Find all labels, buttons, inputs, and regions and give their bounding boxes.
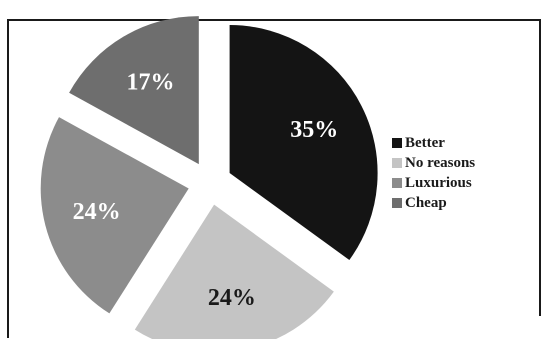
pie-slice-no-reasons (134, 204, 334, 339)
legend: Better No reasons Luxurious Cheap (392, 135, 475, 211)
pie-slices (40, 16, 378, 339)
chart-frame (7, 19, 541, 338)
pie-slice-better (229, 25, 378, 261)
slice-value-label-better: 35% (290, 117, 338, 143)
pie-slice-luxurious (40, 117, 189, 314)
slice-value-label-cheap: 17% (126, 69, 174, 95)
slice-value-label-luxurious: 24% (73, 199, 121, 225)
legend-label-cheap: Cheap (405, 195, 447, 211)
legend-swatch-luxurious (392, 178, 402, 188)
slice-value-label-no-reasons: 24% (208, 285, 256, 311)
legend-swatch-no-reasons (392, 158, 402, 168)
legend-label-luxurious: Luxurious (405, 175, 472, 191)
legend-swatch-better (392, 138, 402, 148)
legend-swatch-cheap (392, 198, 402, 208)
pie-slice-cheap (69, 16, 199, 165)
legend-label-better: Better (405, 135, 445, 151)
slice-labels: 35% 24% 24% 17% (73, 69, 339, 311)
legend-label-no-reasons: No reasons (405, 155, 475, 171)
